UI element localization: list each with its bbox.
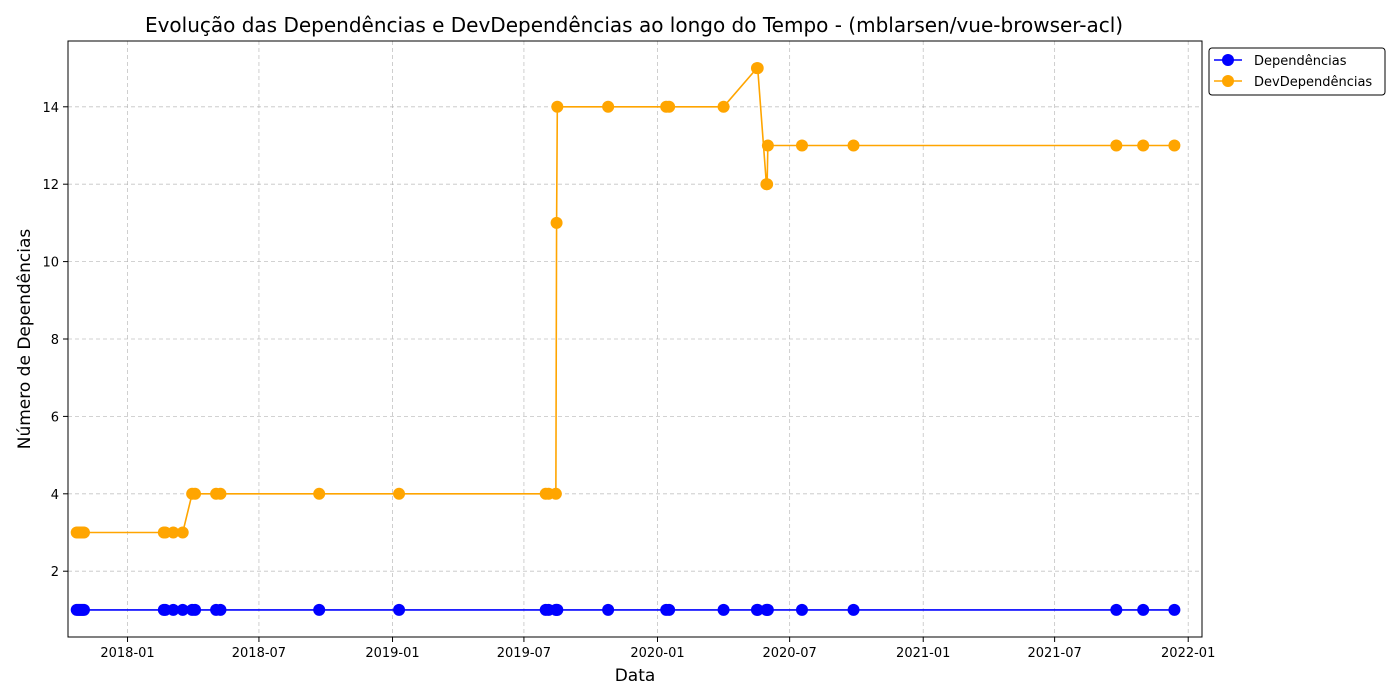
data-point-dependencias — [1137, 603, 1150, 616]
data-point-devdependencias — [176, 526, 189, 539]
x-tick-label: 2019-01 — [365, 646, 419, 661]
legend-box — [1208, 47, 1386, 96]
data-point-devdependencias — [663, 100, 676, 113]
series-dependencias — [70, 603, 1181, 616]
data-point-dependencias — [167, 603, 180, 616]
x-tick-label: 2021-07 — [1027, 646, 1081, 661]
data-point-dependencias — [1168, 603, 1181, 616]
x-tick-label: 2018-07 — [232, 646, 286, 661]
data-point-devdependencias — [1137, 139, 1150, 152]
data-point-devdependencias — [167, 526, 180, 539]
data-point-dependencias — [751, 603, 764, 616]
data-point-dependencias — [393, 603, 406, 616]
data-point-dependencias — [189, 603, 202, 616]
series-devdependencias — [70, 62, 1181, 539]
data-point-devdependencias — [761, 178, 774, 191]
data-point-dependencias — [663, 603, 676, 616]
data-point-dependencias — [214, 603, 227, 616]
data-point-devdependencias — [1168, 139, 1181, 152]
data-point-dependencias — [551, 603, 564, 616]
data-point-devdependencias — [551, 100, 564, 113]
data-point-devdependencias — [214, 487, 227, 500]
data-point-devdependencias — [313, 487, 326, 500]
y-tick-label: 2 — [51, 565, 59, 580]
data-point-devdependencias — [393, 487, 406, 500]
y-tick-label: 4 — [51, 488, 59, 503]
data-point-devdependencias — [1110, 139, 1123, 152]
x-tick-label: 2019-07 — [497, 646, 551, 661]
data-point-devdependencias — [751, 62, 764, 75]
x-tick-label: 2022-01 — [1161, 646, 1215, 661]
x-axis-ticks: 2018-01 2018-07 2019-01 2019-07 2020-01 2020-… — [100, 637, 1215, 661]
data-point-devdependencias — [761, 139, 774, 152]
x-tick-label: 2020-07 — [762, 646, 816, 661]
data-point-devdependencias — [717, 100, 730, 113]
y-tick-label: 6 — [51, 410, 59, 425]
y-axis-label: Número de Dependências — [15, 229, 35, 450]
data-point-dependencias — [77, 603, 90, 616]
y-tick-label: 12 — [42, 178, 59, 193]
data-point-dependencias — [602, 603, 615, 616]
x-tick-label: 2021-01 — [896, 646, 950, 661]
y-tick-label: 10 — [42, 256, 59, 271]
legend-label-devdependencias: DevDependências — [1254, 75, 1372, 90]
data-point-devdependencias — [847, 139, 860, 152]
data-point-devdependencias — [549, 487, 562, 500]
legend-marker-dependencias — [1222, 54, 1234, 66]
x-tick-label: 2018-01 — [100, 646, 154, 661]
legend: Dependências DevDependências — [1208, 47, 1386, 96]
chart-title: Evolução das Dependências e DevDependênc… — [145, 13, 1123, 37]
legend-label-dependencias: Dependências — [1254, 54, 1347, 69]
x-tick-label: 2020-01 — [630, 646, 684, 661]
series-layer — [70, 62, 1181, 616]
data-point-devdependencias — [602, 100, 615, 113]
data-point-dependencias — [795, 603, 808, 616]
data-point-dependencias — [1110, 603, 1123, 616]
y-tick-label: 14 — [42, 101, 59, 116]
data-point-devdependencias — [77, 526, 90, 539]
y-tick-label: 8 — [51, 333, 59, 348]
data-point-dependencias — [176, 603, 189, 616]
y-axis-ticks: 2 4 6 8 10 12 14 — [42, 101, 68, 580]
data-point-dependencias — [761, 603, 774, 616]
data-point-devdependencias — [550, 216, 563, 229]
data-point-devdependencias — [189, 487, 202, 500]
data-point-dependencias — [313, 603, 326, 616]
data-point-dependencias — [717, 603, 730, 616]
x-axis-label: Data — [615, 666, 656, 686]
data-point-dependencias — [847, 603, 860, 616]
data-point-devdependencias — [795, 139, 808, 152]
legend-marker-devdependencias — [1222, 75, 1234, 87]
